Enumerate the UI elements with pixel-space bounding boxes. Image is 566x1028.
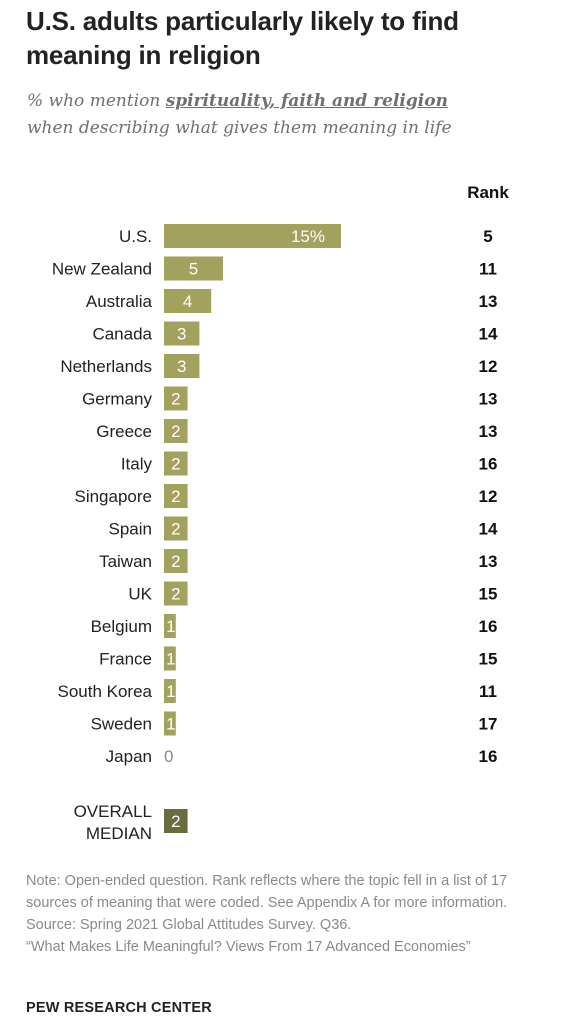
rank-value: 14	[479, 520, 498, 539]
rank-value: 14	[479, 325, 498, 344]
category-label: Japan	[106, 747, 152, 766]
data-label: 3	[177, 325, 186, 344]
rank-value: 17	[479, 715, 498, 734]
data-label: 15%	[291, 227, 325, 246]
note-text: Note: Open-ended question. Rank reflects…	[26, 873, 508, 911]
chart-title: U.S. adults particularly likely to find …	[26, 6, 459, 70]
median-bar	[164, 809, 188, 833]
category-label: Belgium	[91, 617, 152, 636]
subtitle-prefix: % who mention	[27, 91, 166, 111]
data-label: 2	[171, 585, 180, 604]
bar	[164, 289, 212, 313]
data-label: 1	[166, 682, 175, 701]
category-label: Germany	[82, 390, 152, 409]
rank-value: 15	[479, 650, 498, 669]
category-label: New Zealand	[52, 260, 152, 279]
data-label: 2	[171, 520, 180, 539]
rank-value: 16	[479, 455, 498, 474]
data-label: 2	[171, 422, 180, 441]
category-label: Greece	[96, 422, 152, 441]
category-label: UK	[128, 585, 152, 604]
bar	[164, 386, 188, 411]
data-label: 4	[183, 292, 192, 311]
rank-value: 11	[479, 682, 497, 701]
rank-value: 13	[479, 292, 498, 311]
pew-logo-text: PEW RESEARCH CENTER	[26, 1000, 212, 1016]
bar	[164, 646, 176, 671]
bar	[164, 581, 188, 606]
data-label: 2	[171, 487, 180, 506]
data-label: 2	[171, 455, 180, 474]
rank-header: Rank	[467, 183, 509, 202]
subtitle-suffix: when describing what gives them meaning …	[27, 118, 452, 138]
data-label: 1	[166, 715, 175, 734]
bar	[164, 419, 188, 443]
bar	[164, 354, 200, 378]
category-label: South Korea	[57, 682, 152, 701]
bar	[164, 614, 176, 638]
category-label: Singapore	[74, 487, 152, 506]
category-label: Australia	[86, 292, 153, 311]
data-label: 3	[177, 357, 186, 376]
bar	[164, 711, 176, 736]
report-title: “What Makes Life Meaningful? Views From …	[26, 939, 471, 955]
bar	[164, 549, 188, 573]
data-label: 5	[189, 260, 198, 279]
bar	[164, 321, 200, 346]
bar	[164, 224, 341, 248]
rank-value: 16	[479, 617, 498, 636]
data-label: 0	[164, 747, 173, 766]
category-label: Taiwan	[99, 552, 152, 571]
median-data-label: 2	[171, 812, 180, 831]
category-label: U.S.	[119, 227, 152, 246]
bar	[164, 451, 188, 476]
category-label: Italy	[121, 455, 153, 474]
rank-value: 13	[479, 552, 498, 571]
bar	[164, 516, 188, 541]
category-label: Spain	[109, 520, 152, 539]
rank-value: 16	[479, 747, 498, 766]
category-label: Sweden	[91, 715, 152, 734]
source-text: Source: Spring 2021 Global Attitudes Sur…	[26, 917, 352, 933]
bar	[164, 256, 223, 281]
data-label: 2	[171, 552, 180, 571]
category-label: France	[99, 650, 152, 669]
rank-value: 12	[479, 487, 498, 506]
rank-value: 15	[479, 585, 498, 604]
category-label: Canada	[92, 325, 152, 344]
rank-value: 5	[483, 227, 492, 246]
median-label: MEDIAN	[86, 824, 152, 843]
chart-subtitle: % who mention spirituality, faith and re…	[27, 88, 547, 142]
median-label: OVERALL	[74, 802, 152, 821]
chart-notes: Note: Open-ended question. Rank reflects…	[26, 870, 561, 958]
data-label: 1	[166, 617, 175, 636]
rank-value: 13	[479, 422, 498, 441]
subtitle-highlight: spirituality, faith and religion	[165, 91, 448, 111]
category-label: Netherlands	[60, 357, 152, 376]
rank-value: 12	[479, 357, 498, 376]
data-label: 2	[171, 390, 180, 409]
bar	[164, 679, 176, 703]
rank-value: 11	[479, 260, 497, 279]
rank-value: 13	[479, 390, 498, 409]
data-label: 1	[166, 650, 175, 669]
bar	[164, 484, 188, 508]
